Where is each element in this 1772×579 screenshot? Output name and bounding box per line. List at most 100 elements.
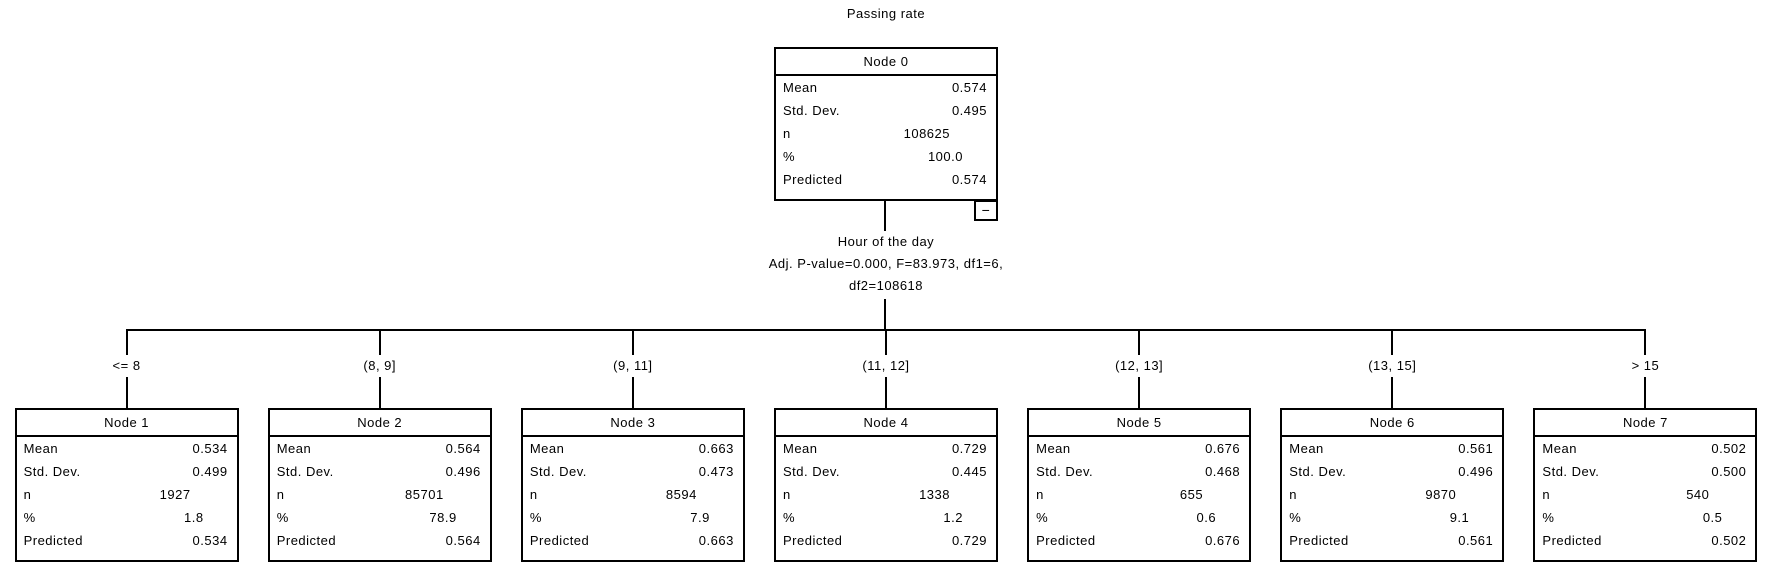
stat-value: 9870 — [1425, 487, 1457, 502]
stat-label: Std. Dev. — [1542, 464, 1600, 479]
stat-value: 0.561 — [1458, 441, 1494, 456]
stat-label: Predicted — [1289, 533, 1349, 548]
branch-line — [884, 377, 887, 408]
stat-value: 1338 — [919, 487, 950, 502]
stat-value: 0.496 — [1458, 464, 1494, 479]
stat-value: 0.663 — [698, 533, 734, 548]
node-stat-row: Std. Dev. 0.495 — [776, 99, 996, 122]
node-stat-row: n 108625 — [776, 122, 996, 145]
tree-node[interactable]: Node 7 Mean 0.502 Std. Dev. 0.500 n 540 % 0.… — [1533, 408, 1758, 562]
node-title: Node 5 — [1029, 410, 1250, 437]
stat-value: 655 — [1179, 487, 1204, 502]
branch-label: (11, 12] — [862, 358, 910, 373]
stat-label: % — [783, 149, 796, 164]
stat-value: 0.499 — [192, 464, 228, 479]
stat-label: Predicted — [1542, 533, 1602, 548]
split-rule: Hour of the day Adj. P-value=0.000, F=83… — [0, 231, 1772, 297]
connector-root-bottom — [884, 299, 886, 330]
tree-node[interactable]: Node 6 Mean 0.561 Std. Dev. 0.496 n 9870 % 9… — [1280, 408, 1505, 562]
node-stat-row: % 100.0 — [776, 145, 996, 168]
stat-value: 78.9 — [429, 510, 457, 525]
branch-label: (12, 13] — [1115, 358, 1164, 373]
stat-label: Std. Dev. — [1289, 464, 1347, 479]
stat-label: % — [23, 510, 36, 525]
stat-value: 85701 — [405, 487, 444, 502]
split-stats-line1: Adj. P-value=0.000, F=83.973, df1=6, — [768, 256, 1004, 271]
stat-value: 1.2 — [943, 510, 963, 525]
node-title: Node 1 — [16, 410, 237, 437]
branch-line — [1391, 377, 1394, 408]
tree-column-3: (9, 11] Node 3 Mean 0.663 Std. Dev. 0.473 … — [506, 331, 759, 562]
stat-label: Predicted — [23, 533, 83, 548]
tree-column-4: (11, 12] Node 4 Mean 0.729 Std. Dev. 0.445… — [759, 331, 1012, 562]
stat-label: % — [782, 510, 796, 525]
stat-label: % — [1036, 510, 1049, 525]
stat-label: Predicted — [1036, 533, 1096, 548]
stat-label: % — [529, 510, 542, 525]
stat-label: Mean — [1289, 441, 1324, 456]
collapse-node-button[interactable]: − — [974, 200, 998, 221]
node-stat-row: Predicted 0.574 — [776, 168, 996, 191]
stat-label: Std. Dev. — [23, 464, 81, 479]
tree-column-6: (13, 15] Node 6 Mean 0.561 Std. Dev. 0.496… — [1266, 331, 1519, 562]
stat-value: 0.468 — [1205, 464, 1241, 479]
stat-value: 0.574 — [951, 172, 987, 187]
stat-value: 7.9 — [690, 510, 710, 525]
tree-column-7: > 15 Node 7 Mean 0.502 Std. Dev. 0.500 n 54… — [1519, 331, 1772, 562]
node-title: Node 3 — [522, 410, 743, 437]
node-title: Node 2 — [269, 410, 490, 437]
stat-value: 108625 — [903, 126, 950, 141]
stat-label: n — [1289, 487, 1297, 502]
stat-value: 0.574 — [951, 80, 987, 95]
branch-line — [884, 331, 887, 355]
tree-node[interactable]: Node 3 Mean 0.663 Std. Dev. 0.473 n 8594 % 7… — [520, 408, 745, 562]
stat-label: Mean — [276, 441, 312, 456]
branch-line — [378, 331, 381, 355]
tree-node[interactable]: Node 5 Mean 0.676 Std. Dev. 0.468 n 655 % 0.… — [1027, 408, 1252, 562]
stat-label: Predicted — [529, 533, 590, 548]
tree-title: Passing rate — [846, 6, 926, 21]
stat-label: % — [1289, 510, 1302, 525]
tree-node[interactable]: Node 2 Mean 0.564 Std. Dev. 0.496 n 85701 %… — [267, 408, 492, 562]
branch-label: (8, 9] — [363, 358, 397, 373]
stat-value: 0.5 — [1702, 510, 1723, 525]
stat-value: 100.0 — [927, 149, 963, 164]
stat-value: 0.534 — [192, 533, 228, 548]
tree-column-1: <= 8 Node 1 Mean 0.534 Std. Dev. 0.499 n 19… — [0, 331, 253, 562]
node-title: Node 6 — [1282, 410, 1503, 437]
connector-root-top — [884, 201, 886, 231]
stat-value: 540 — [1686, 487, 1710, 502]
stat-label: Mean — [782, 441, 818, 456]
branch-label: > 15 — [1631, 358, 1660, 373]
split-stats-line2: df2=108618 — [848, 278, 924, 293]
branch-label: (9, 11] — [613, 358, 653, 373]
stat-value: 0.500 — [1711, 464, 1747, 479]
stat-label: n — [782, 487, 791, 502]
stat-label: Mean — [529, 441, 565, 456]
child-nodes-row: <= 8 Node 1 Mean 0.534 Std. Dev. 0.499 n 19… — [0, 331, 1772, 562]
stat-label: Predicted — [783, 172, 843, 187]
node-title: Node 7 — [1535, 410, 1756, 437]
stat-value: 0.473 — [698, 464, 734, 479]
stat-label: Mean — [1542, 441, 1577, 456]
stat-value: 0.676 — [1205, 533, 1241, 548]
branch-line — [1644, 377, 1647, 408]
stat-label: Mean — [23, 441, 59, 456]
node-title: Node 4 — [775, 410, 996, 437]
tree-node[interactable]: Node 1 Mean 0.534 Std. Dev. 0.499 n 1927 % 1… — [14, 408, 239, 562]
branch-line — [378, 377, 381, 408]
branch-line — [125, 377, 128, 408]
stat-label: Std. Dev. — [783, 103, 841, 118]
stat-label: Std. Dev. — [276, 464, 334, 479]
stat-value: 0.445 — [951, 464, 987, 479]
tree-node-root[interactable]: Node 0 Mean 0.574 Std. Dev. 0.495 n 1086… — [774, 47, 998, 201]
stat-label: n — [783, 126, 791, 141]
stat-label: % — [276, 510, 289, 525]
tree-node[interactable]: Node 4 Mean 0.729 Std. Dev. 0.445 n 1338 % 1… — [773, 408, 998, 562]
node-stat-row: Mean 0.574 — [776, 76, 996, 99]
stat-value: 0.6 — [1196, 510, 1217, 525]
stat-value: 1.8 — [183, 510, 204, 525]
stat-value: 0.502 — [1711, 533, 1747, 548]
tree-column-2: (8, 9] Node 2 Mean 0.564 Std. Dev. 0.496 n… — [253, 331, 506, 562]
stat-label: Std. Dev. — [1036, 464, 1094, 479]
